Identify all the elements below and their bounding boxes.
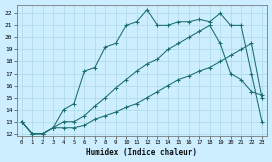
X-axis label: Humidex (Indice chaleur): Humidex (Indice chaleur) [86,148,197,157]
